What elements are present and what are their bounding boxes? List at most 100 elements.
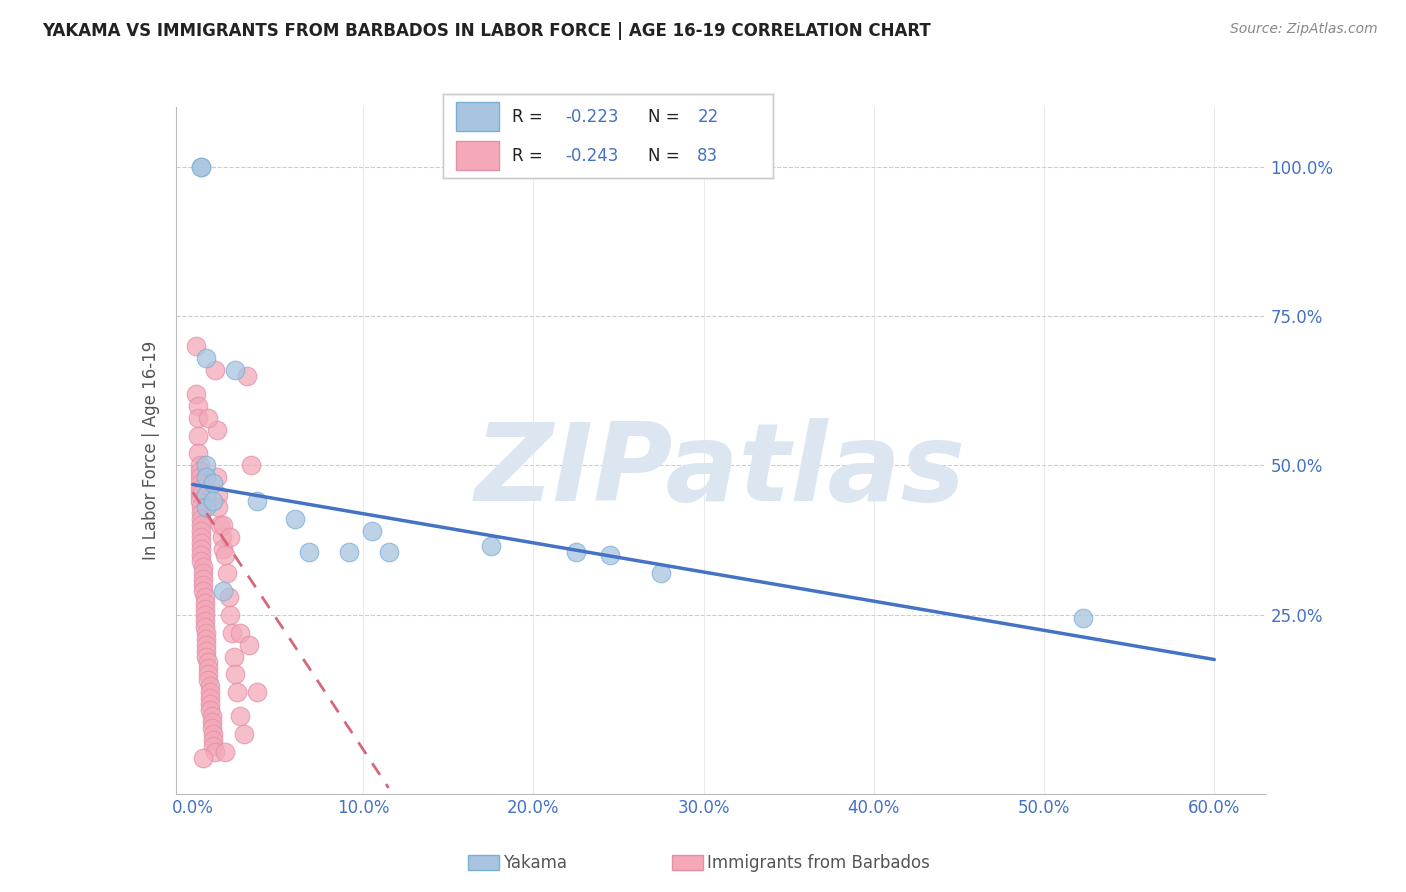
Point <box>194 590 217 604</box>
Point <box>198 691 221 706</box>
Point <box>200 715 222 730</box>
Point <box>377 545 399 559</box>
Y-axis label: In Labor Force | Age 16-19: In Labor Force | Age 16-19 <box>142 341 160 560</box>
Point <box>229 709 252 723</box>
Point <box>191 572 214 586</box>
Point <box>479 539 502 553</box>
Point <box>191 751 214 765</box>
Point <box>214 745 236 759</box>
Point <box>186 386 208 401</box>
Point <box>188 470 211 484</box>
Point <box>239 458 262 473</box>
Point <box>246 494 269 508</box>
Point <box>195 500 218 515</box>
Point <box>187 446 209 460</box>
Point <box>187 410 209 425</box>
Point <box>207 488 229 502</box>
Point <box>236 368 259 383</box>
Point <box>202 476 225 491</box>
Point <box>650 566 672 580</box>
Point <box>246 685 269 699</box>
Point <box>190 506 212 520</box>
Point <box>195 488 218 502</box>
Point <box>198 685 221 699</box>
Point <box>190 530 212 544</box>
Point <box>212 518 235 533</box>
Point <box>226 685 249 699</box>
Point <box>565 545 588 559</box>
Point <box>190 554 212 568</box>
Text: 83: 83 <box>697 146 718 164</box>
Text: -0.223: -0.223 <box>565 108 619 126</box>
Point <box>284 512 307 526</box>
Point <box>188 464 211 478</box>
Bar <box>456 141 499 169</box>
Point <box>190 548 212 562</box>
Point <box>187 399 209 413</box>
Text: N =: N = <box>648 146 685 164</box>
Text: ZIPatlas: ZIPatlas <box>475 418 966 524</box>
Point <box>204 745 226 759</box>
Text: R =: R = <box>512 146 548 164</box>
Point <box>190 160 212 174</box>
Point <box>188 458 211 473</box>
Point <box>195 625 218 640</box>
Point <box>218 590 240 604</box>
Point <box>197 667 219 681</box>
Point <box>224 363 246 377</box>
Point <box>202 727 225 741</box>
Point <box>194 607 217 622</box>
Point <box>202 733 225 747</box>
Point <box>194 614 217 628</box>
Point <box>194 601 217 615</box>
Point <box>205 423 228 437</box>
Point <box>188 494 211 508</box>
Point <box>195 458 218 473</box>
Point <box>195 638 218 652</box>
Point <box>219 607 242 622</box>
Point <box>204 363 226 377</box>
Point <box>205 470 228 484</box>
Point <box>190 512 212 526</box>
Point <box>214 548 236 562</box>
Point <box>195 643 218 657</box>
Point <box>195 632 218 646</box>
Point <box>200 721 222 735</box>
Point <box>190 541 212 556</box>
Point <box>208 518 231 533</box>
Point <box>221 625 243 640</box>
Point <box>202 739 225 753</box>
Text: Yakama: Yakama <box>503 854 568 871</box>
Point <box>188 488 211 502</box>
Text: YAKAMA VS IMMIGRANTS FROM BARBADOS IN LABOR FORCE | AGE 16-19 CORRELATION CHART: YAKAMA VS IMMIGRANTS FROM BARBADOS IN LA… <box>42 22 931 40</box>
Point <box>229 625 252 640</box>
Point <box>238 638 260 652</box>
Point <box>195 351 218 365</box>
Point <box>207 500 229 515</box>
Point <box>197 661 219 675</box>
Point <box>195 470 218 484</box>
Point <box>232 727 254 741</box>
Point <box>190 160 212 174</box>
Point <box>599 548 621 562</box>
Point <box>195 649 218 664</box>
Point <box>187 428 209 442</box>
Point <box>191 566 214 580</box>
Point <box>197 673 219 688</box>
Point <box>212 583 235 598</box>
Point <box>360 524 382 538</box>
Point <box>190 524 212 538</box>
Point <box>197 410 219 425</box>
Point <box>224 667 246 681</box>
Point <box>198 679 221 693</box>
Point <box>194 596 217 610</box>
Point <box>198 698 221 712</box>
Point <box>186 339 208 353</box>
Point <box>212 541 235 556</box>
Text: 22: 22 <box>697 108 718 126</box>
Point <box>188 483 211 497</box>
Bar <box>456 103 499 131</box>
Point <box>191 578 214 592</box>
Text: N =: N = <box>648 108 685 126</box>
Point <box>297 545 319 559</box>
